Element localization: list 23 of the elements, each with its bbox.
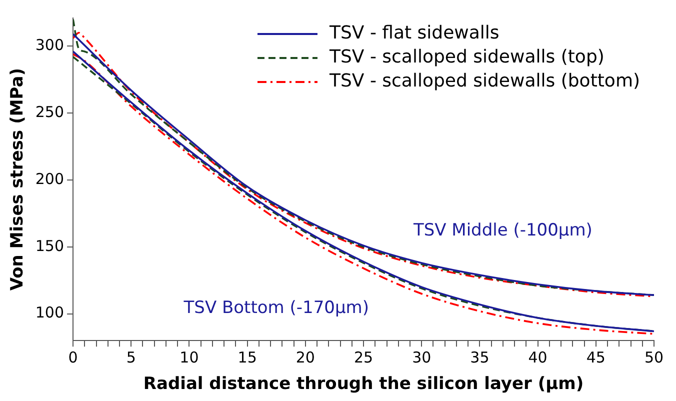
legend-label: TSV - scalloped sidewalls (top): [328, 46, 604, 68]
y-tick-label: 100: [35, 304, 64, 322]
x-tick-label: 40: [528, 348, 548, 366]
x-tick-label: 45: [586, 348, 606, 366]
y-tick-label: 200: [35, 170, 64, 188]
x-tick-label: 25: [354, 348, 374, 366]
legend-label: TSV - scalloped sidewalls (bottom): [328, 70, 640, 92]
x-axis-title: Radial distance through the silicon layer (µm): [143, 374, 584, 394]
x-tick-label: 30: [412, 348, 432, 366]
annotation: TSV Middle (-100µm): [412, 220, 592, 240]
y-tick-label: 150: [35, 236, 64, 255]
x-tick-label: 10: [180, 348, 199, 366]
legend-label: TSV - flat sidewalls: [328, 22, 500, 44]
x-tick-label: 50: [644, 348, 664, 366]
y-tick-label: 300: [35, 36, 64, 54]
x-tick-label: 35: [470, 348, 490, 366]
annotation: TSV Bottom (-170µm): [182, 298, 369, 318]
y-tick-label: 250: [35, 102, 64, 121]
x-tick-label: 0: [68, 348, 78, 366]
x-tick-label: 15: [238, 348, 257, 366]
y-axis-title: Von Mises stress (MPa): [8, 68, 28, 291]
x-tick-label: 5: [126, 348, 136, 366]
x-tick-label: 20: [296, 348, 315, 366]
